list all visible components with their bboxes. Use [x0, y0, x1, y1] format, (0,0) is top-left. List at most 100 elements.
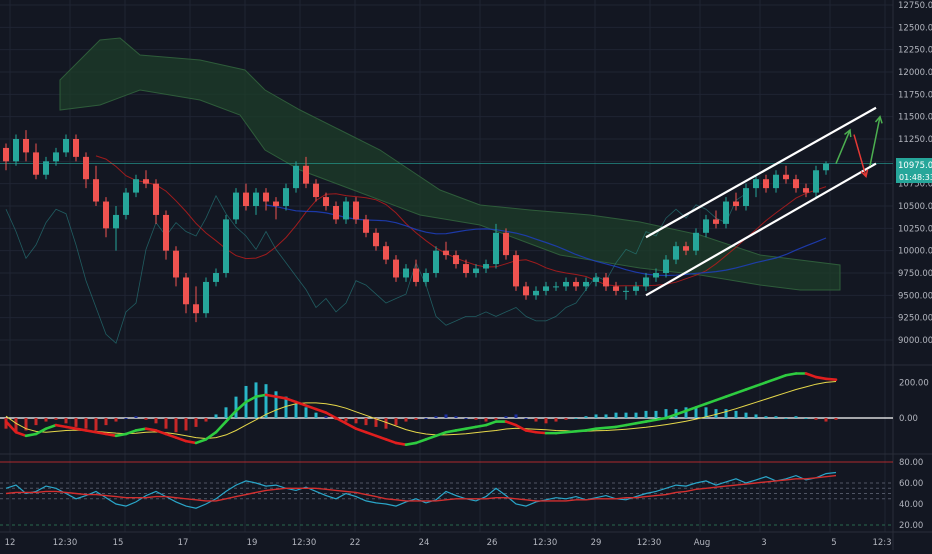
candle-body[interactable] — [493, 232, 499, 265]
rsi-ma-line[interactable] — [5, 474, 837, 502]
candle-body[interactable] — [313, 183, 319, 198]
candle-body[interactable] — [293, 165, 299, 189]
candle-body[interactable] — [743, 188, 749, 206]
candle-body[interactable] — [673, 246, 679, 260]
candle-body[interactable] — [623, 290, 629, 292]
candle-body[interactable] — [13, 139, 19, 162]
candle-body[interactable] — [363, 219, 369, 233]
candle-body[interactable] — [443, 250, 449, 256]
candle-body[interactable] — [653, 273, 659, 278]
candle-body[interactable] — [503, 232, 509, 256]
arrow-down-shaft[interactable] — [853, 134, 867, 177]
candle-body[interactable] — [803, 188, 809, 193]
candle-body[interactable] — [33, 152, 39, 175]
candle-body[interactable] — [513, 255, 519, 287]
candle-body[interactable] — [723, 201, 729, 224]
candle-body[interactable] — [163, 214, 169, 251]
candle-body[interactable] — [663, 259, 669, 273]
candle-body[interactable] — [283, 188, 289, 206]
candle-body[interactable] — [413, 268, 419, 282]
candle-body[interactable] — [643, 277, 649, 287]
candlestick-series[interactable] — [3, 130, 829, 323]
candle-body[interactable] — [73, 139, 79, 157]
candle-body[interactable] — [633, 286, 639, 291]
candle-body[interactable] — [243, 192, 249, 206]
candle-body[interactable] — [403, 268, 409, 278]
candle-body[interactable] — [393, 259, 399, 278]
candle-body[interactable] — [773, 174, 779, 189]
rsi-pane[interactable] — [0, 461, 893, 526]
price-axis[interactable]: 12750.00 12500.00 12250.00 12000.00 11750.00… — [898, 1, 932, 531]
candle-body[interactable] — [573, 281, 579, 287]
candle-body[interactable] — [763, 179, 769, 189]
candle-body[interactable] — [343, 201, 349, 220]
candle-body[interactable] — [203, 281, 209, 314]
candle-body[interactable] — [543, 286, 549, 291]
candle-body[interactable] — [563, 281, 569, 287]
candle-body[interactable] — [813, 170, 819, 193]
candle-body[interactable] — [23, 139, 29, 153]
time-axis[interactable]: 12 12:30 15 17 19 12:30 22 24 26 12:30 29 12:30 Aug 3… — [5, 538, 892, 548]
candle-body[interactable] — [123, 192, 129, 215]
candle-body[interactable] — [263, 192, 269, 202]
macd-histogram-bar — [214, 414, 218, 418]
candle-body[interactable] — [683, 246, 689, 251]
arrow-up-first-shaft[interactable] — [835, 129, 851, 164]
candle-body[interactable] — [253, 192, 259, 206]
candle-body[interactable] — [593, 277, 599, 282]
candle-body[interactable] — [703, 219, 709, 233]
projection-arrows[interactable] — [835, 115, 883, 179]
candle-body[interactable] — [583, 281, 589, 287]
candle-body[interactable] — [103, 201, 109, 229]
candle-body[interactable] — [793, 179, 799, 189]
candle-body[interactable] — [693, 232, 699, 251]
candle-body[interactable] — [273, 201, 279, 206]
candle-body[interactable] — [43, 161, 49, 175]
candle-body[interactable] — [613, 286, 619, 291]
candle-body[interactable] — [353, 201, 359, 220]
candle-body[interactable] — [733, 201, 739, 206]
candle-body[interactable] — [533, 290, 539, 296]
candle-body[interactable] — [523, 286, 529, 296]
candle-body[interactable] — [453, 255, 459, 265]
candle-body[interactable] — [603, 277, 609, 287]
candle-body[interactable] — [433, 250, 439, 273]
channel-upper-line[interactable] — [645, 106, 877, 239]
candle-body[interactable] — [463, 264, 469, 273]
candle-body[interactable] — [333, 206, 339, 220]
candle-body[interactable] — [233, 192, 239, 220]
candle-body[interactable] — [213, 273, 219, 282]
candle-body[interactable] — [83, 156, 89, 180]
candle-body[interactable] — [173, 250, 179, 278]
candle-body[interactable] — [553, 286, 559, 288]
candle-body[interactable] — [183, 277, 189, 305]
candle-body[interactable] — [383, 246, 389, 260]
macd-signal-line[interactable] — [5, 381, 837, 440]
candle-body[interactable] — [373, 232, 379, 247]
candle-body[interactable] — [303, 165, 309, 184]
candle-body[interactable] — [323, 197, 329, 206]
candle-body[interactable] — [753, 179, 759, 189]
candle-body[interactable] — [133, 179, 139, 193]
candle-body[interactable] — [193, 304, 199, 314]
candle-body[interactable] — [3, 147, 9, 162]
macd-pane[interactable] — [0, 372, 893, 447]
candle-body[interactable] — [783, 174, 789, 180]
arrow-up-second-shaft[interactable] — [869, 116, 881, 166]
candle-body[interactable] — [473, 268, 479, 273]
candle-body[interactable] — [483, 264, 489, 269]
candle-body[interactable] — [53, 152, 59, 162]
candle-body[interactable] — [823, 163, 829, 171]
candle-body[interactable] — [93, 179, 99, 202]
candle-body[interactable] — [143, 179, 149, 184]
candle-body[interactable] — [423, 273, 429, 282]
candle-body[interactable] — [113, 214, 119, 229]
candle-body[interactable] — [153, 183, 159, 215]
candle-body[interactable] — [223, 219, 229, 273]
trend-channel[interactable] — [645, 106, 877, 297]
candle-body[interactable] — [63, 139, 69, 153]
candle-body[interactable] — [713, 219, 719, 224]
channel-lower-line[interactable] — [645, 162, 877, 297]
